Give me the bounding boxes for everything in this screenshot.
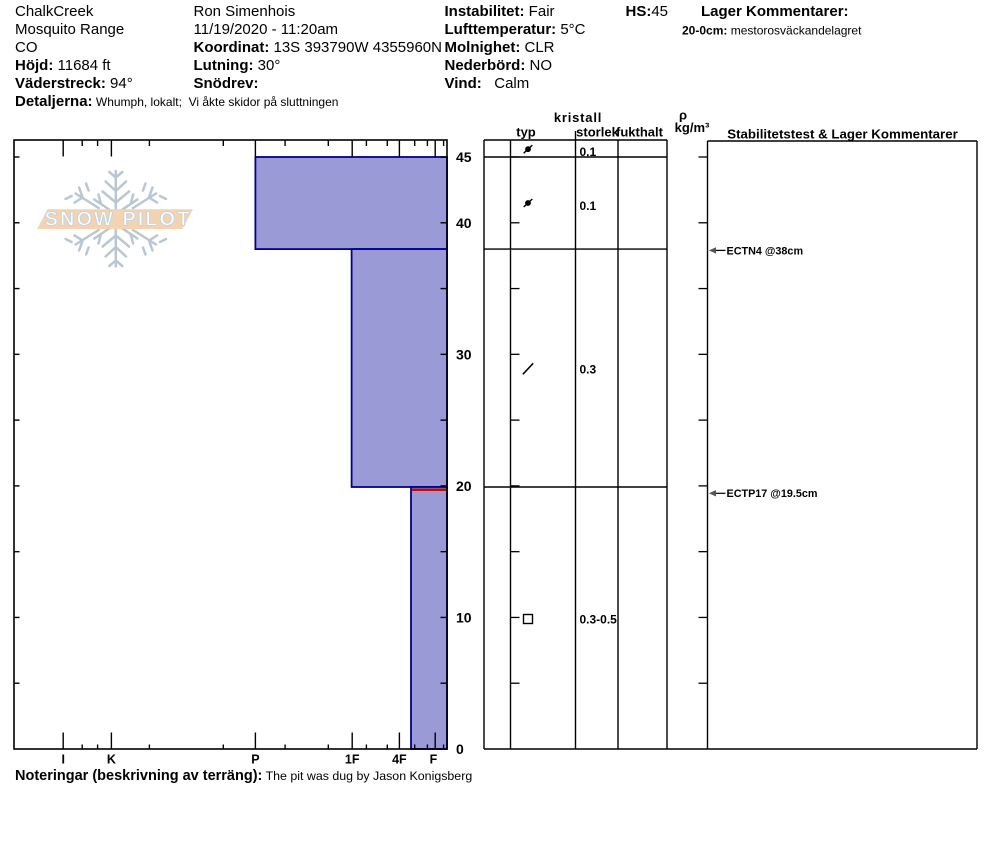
svg-text:I: I [61, 753, 64, 767]
svg-text:20-0cm: mestorosväckandelagret: 20-0cm: mestorosväckandelagret [682, 23, 862, 37]
svg-text:Snödrev:: Snödrev: [194, 75, 259, 92]
svg-text:storlek: storlek [576, 124, 619, 139]
svg-text:Instabilitet: Fair: Instabilitet: Fair [445, 3, 555, 20]
svg-text:0.3-0.5: 0.3-0.5 [580, 613, 618, 627]
svg-text:fukthalt: fukthalt [616, 124, 664, 139]
svg-text:Molnighet: CLR: Molnighet: CLR [445, 39, 555, 56]
svg-text:Detaljerna: Whumph, lokalt;: Detaljerna: Whumph, lokalt; Vi åkte skid… [15, 93, 338, 110]
svg-text:0.3: 0.3 [580, 363, 597, 377]
svg-text:Väderstreck: 94°: Väderstreck: 94° [15, 75, 133, 92]
svg-text:0.1: 0.1 [580, 145, 597, 159]
svg-text:40: 40 [456, 215, 472, 231]
svg-text:Lufttemperatur: 5°C: Lufttemperatur: 5°C [445, 21, 586, 38]
svg-text:30: 30 [456, 346, 472, 362]
svg-text:Koordinat: 13S 393790W 4355960: Koordinat: 13S 393790W 4355960N [194, 39, 442, 56]
svg-text:K: K [107, 753, 116, 767]
svg-text:0.1: 0.1 [580, 199, 597, 213]
svg-text:ChalkCreek: ChalkCreek [15, 3, 94, 20]
svg-text:Lutning: 30°: Lutning: 30° [194, 57, 281, 74]
svg-text:typ: typ [516, 124, 536, 139]
svg-text:Nederbörd: NO: Nederbörd: NO [445, 57, 553, 74]
svg-text:kristall: kristall [554, 110, 602, 125]
svg-text:20: 20 [456, 478, 472, 494]
svg-text:SNOW PILOT: SNOW PILOT [45, 209, 192, 231]
svg-text:ρ: ρ [679, 108, 687, 123]
svg-text:Höjd: 11684 ft: Höjd: 11684 ft [15, 57, 111, 74]
svg-text:ECTP17 @19.5cm: ECTP17 @19.5cm [727, 488, 818, 500]
svg-text:Ron Simenhois: Ron Simenhois [194, 3, 296, 20]
svg-text:10: 10 [456, 609, 472, 625]
svg-text:kg/m³: kg/m³ [675, 120, 710, 135]
svg-text:1F: 1F [345, 753, 360, 767]
svg-text:Stabilitetstest & Lager Kommen: Stabilitetstest & Lager Kommentarer [727, 126, 958, 141]
svg-text:ECTN4 @38cm: ECTN4 @38cm [727, 245, 804, 257]
svg-text:Vind: Calm: Vind: Calm [445, 75, 530, 92]
svg-text:11/19/2020 - 11:20am: 11/19/2020 - 11:20am [194, 21, 339, 38]
svg-text:F: F [430, 753, 438, 767]
svg-text:4F: 4F [392, 753, 407, 767]
svg-text:Noteringar (beskrivning av ter: Noteringar (beskrivning av terräng): The… [15, 768, 472, 784]
svg-text:HS:45: HS:45 [626, 3, 669, 20]
svg-text:P: P [251, 753, 259, 767]
svg-text:CO: CO [15, 39, 38, 56]
svg-text:Mosquito Range: Mosquito Range [15, 21, 124, 38]
svg-text:45: 45 [456, 149, 472, 165]
svg-text:Lager Kommentarer:: Lager Kommentarer: [701, 3, 849, 20]
svg-text:0: 0 [456, 741, 464, 757]
